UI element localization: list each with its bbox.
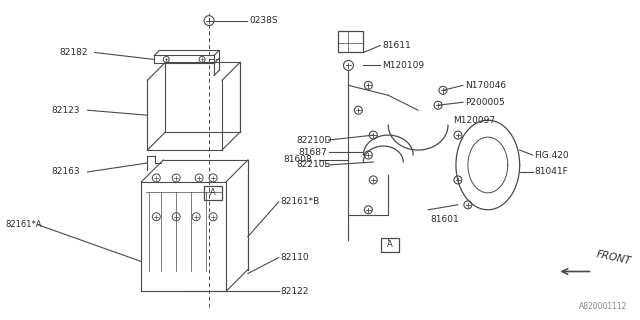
Text: 82110: 82110 [281,253,309,262]
Text: 0238S: 0238S [249,16,278,25]
Text: FRONT: FRONT [595,249,632,267]
Text: 82161*B: 82161*B [281,197,320,206]
Bar [204,186,222,200]
Text: M120097: M120097 [453,116,495,125]
Text: FIG.420: FIG.420 [534,150,569,160]
Text: 82182: 82182 [60,48,88,57]
Text: 81041F: 81041F [534,167,568,176]
Text: A: A [210,188,216,197]
Text: N170046: N170046 [465,81,506,90]
Text: 82210E: 82210E [297,160,331,170]
Text: 82123: 82123 [52,106,80,115]
Text: 82210D: 82210D [297,136,332,145]
Bar [339,31,364,52]
Text: 81611: 81611 [382,41,411,50]
Text: A820001112: A820001112 [579,302,627,311]
Text: 82122: 82122 [281,287,309,296]
Text: M120109: M120109 [382,61,424,70]
Bar [381,238,399,252]
Text: 82163: 82163 [52,167,81,176]
Text: P200005: P200005 [465,98,505,107]
Text: 82161*A: 82161*A [5,220,42,229]
Text: 81601: 81601 [430,215,459,224]
Text: 81608: 81608 [284,156,312,164]
Text: A: A [387,240,393,249]
Text: 81687: 81687 [299,148,328,156]
